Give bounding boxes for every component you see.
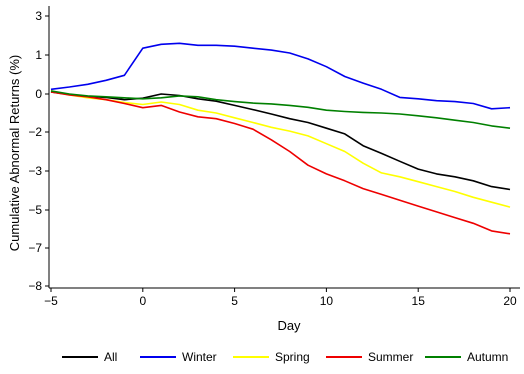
y-tick-label: 3 bbox=[35, 9, 42, 23]
legend-label-winter: Winter bbox=[182, 350, 217, 364]
x-axis-title: Day bbox=[277, 318, 301, 333]
y-tick-label: −2 bbox=[28, 125, 42, 139]
y-tick-label: −3 bbox=[28, 164, 42, 178]
y-tick-label: −5 bbox=[28, 203, 42, 217]
legend: All Winter Spring Summer Autumn bbox=[62, 350, 508, 364]
legend-label-autumn: Autumn bbox=[467, 350, 508, 364]
series-line-winter bbox=[50, 42, 511, 110]
y-tick-label: 0 bbox=[35, 87, 42, 101]
series-line-autumn bbox=[50, 90, 511, 129]
legend-label-summer: Summer bbox=[368, 350, 413, 364]
y-tick-label: 1 bbox=[35, 48, 42, 62]
legend-label-spring: Spring bbox=[275, 350, 310, 364]
series-layer bbox=[50, 42, 511, 235]
x-tick-label: 0 bbox=[139, 294, 146, 308]
y-axis-title: Cumulative Abnormal Returns (%) bbox=[7, 55, 22, 252]
axes: 310−2−3−5−7−8−5 0 5 10 15 20 bbox=[28, 6, 520, 308]
x-tick-label: −5 bbox=[44, 294, 58, 308]
legend-label-all: All bbox=[104, 350, 117, 364]
x-tick-label: 5 bbox=[231, 294, 238, 308]
series-line-all bbox=[50, 91, 511, 191]
y-tick-label: −7 bbox=[28, 241, 42, 255]
x-tick-label: 15 bbox=[412, 294, 426, 308]
series-line-summer bbox=[50, 91, 511, 235]
x-tick-label: 20 bbox=[503, 294, 517, 308]
series-line-spring bbox=[50, 90, 511, 208]
x-tick-label: 10 bbox=[320, 294, 334, 308]
y-tick-label: −8 bbox=[28, 279, 42, 293]
